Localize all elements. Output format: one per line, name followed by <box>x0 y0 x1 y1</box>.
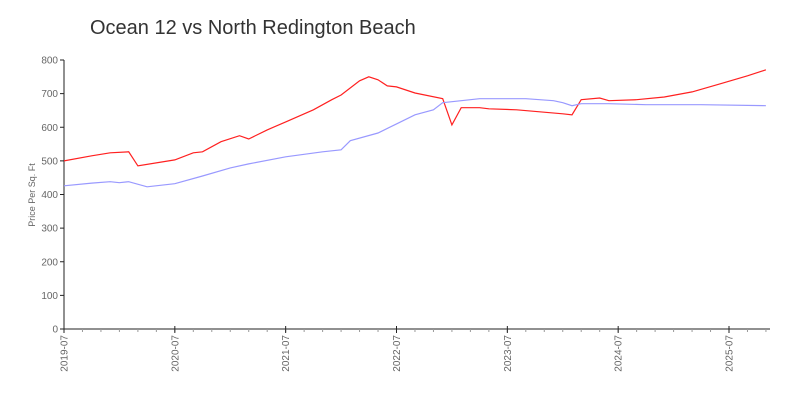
x-tick-label: 2025-07 <box>725 335 736 372</box>
y-tick-label: 200 <box>41 257 58 268</box>
x-tick-label: 2022-07 <box>392 335 403 372</box>
y-tick-label: 700 <box>41 89 58 100</box>
series-line-ocean-12 <box>63 69 767 167</box>
x-tick-label: 2019-07 <box>60 335 71 372</box>
y-tick-label: 400 <box>41 190 58 201</box>
y-tick-label: 300 <box>41 224 58 235</box>
y-tick-label: 100 <box>41 291 58 302</box>
x-tick-label: 2023-07 <box>503 335 514 372</box>
y-tick-label: 0 <box>52 325 58 336</box>
y-tick-label: 500 <box>41 156 58 167</box>
y-tick-label: 800 <box>41 56 58 67</box>
chart-title: Ocean 12 vs North Redington Beach <box>90 17 416 39</box>
x-tick-label: 2021-07 <box>281 335 292 372</box>
y-tick-label: 600 <box>41 123 58 134</box>
y-axis-label: Price Per Sq. Ft <box>27 163 37 227</box>
x-tick-label: 2020-07 <box>170 335 181 372</box>
x-tick-label: 2024-07 <box>614 335 625 372</box>
series-line-north-redington-beach <box>63 98 766 188</box>
